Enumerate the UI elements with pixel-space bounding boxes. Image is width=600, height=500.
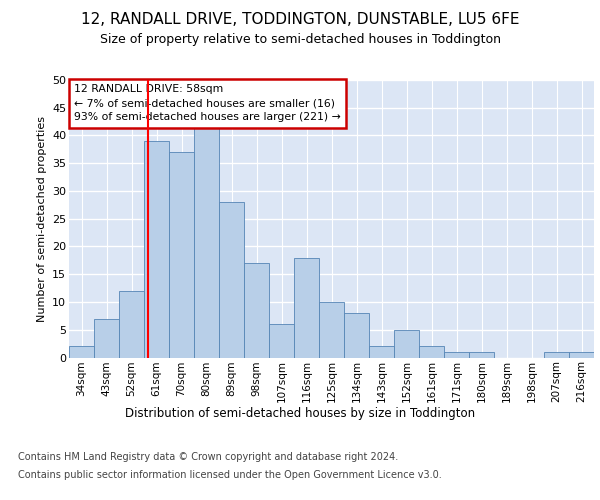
Bar xyxy=(194,124,219,358)
Text: Contains public sector information licensed under the Open Government Licence v3: Contains public sector information licen… xyxy=(18,470,442,480)
Text: Size of property relative to semi-detached houses in Toddington: Size of property relative to semi-detach… xyxy=(100,32,500,46)
Bar xyxy=(469,352,494,358)
Text: 12, RANDALL DRIVE, TODDINGTON, DUNSTABLE, LU5 6FE: 12, RANDALL DRIVE, TODDINGTON, DUNSTABLE… xyxy=(81,12,519,28)
Bar xyxy=(544,352,569,358)
Bar xyxy=(219,202,244,358)
Bar xyxy=(369,346,394,358)
Bar xyxy=(319,302,344,358)
Text: Distribution of semi-detached houses by size in Toddington: Distribution of semi-detached houses by … xyxy=(125,408,475,420)
Bar xyxy=(444,352,469,358)
Bar xyxy=(169,152,194,358)
Bar xyxy=(394,330,419,357)
Bar xyxy=(144,141,169,358)
Bar xyxy=(69,346,94,358)
Bar xyxy=(119,291,144,358)
Bar xyxy=(269,324,294,358)
Bar xyxy=(344,313,369,358)
Bar xyxy=(294,258,319,358)
Text: Contains HM Land Registry data © Crown copyright and database right 2024.: Contains HM Land Registry data © Crown c… xyxy=(18,452,398,462)
Text: 12 RANDALL DRIVE: 58sqm
← 7% of semi-detached houses are smaller (16)
93% of sem: 12 RANDALL DRIVE: 58sqm ← 7% of semi-det… xyxy=(74,84,341,122)
Bar xyxy=(94,318,119,358)
Y-axis label: Number of semi-detached properties: Number of semi-detached properties xyxy=(37,116,47,322)
Bar xyxy=(419,346,444,358)
Bar xyxy=(244,263,269,358)
Bar xyxy=(569,352,594,358)
